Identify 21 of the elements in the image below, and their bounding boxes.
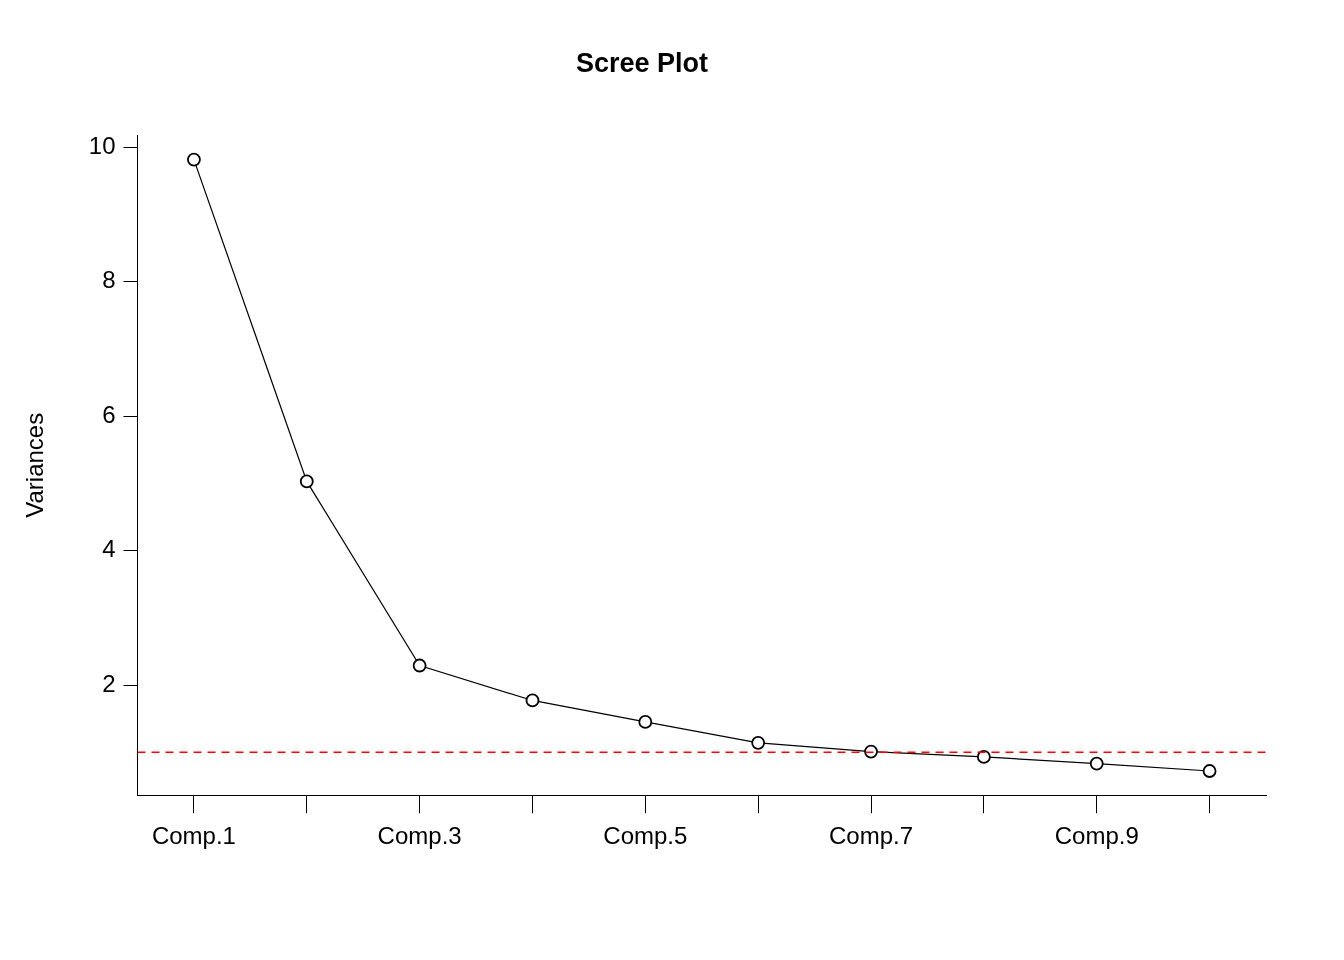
x-tick-label: Comp.3	[377, 822, 462, 850]
y-tick-label: 6	[102, 400, 116, 428]
y-tick-label: 8	[102, 266, 116, 294]
point	[412, 658, 427, 673]
y-tick-label: 4	[102, 535, 116, 563]
x-tick-label: Comp.9	[1054, 822, 1139, 850]
chart-title: Scree Plot	[575, 47, 709, 78]
y-tick-label: 2	[102, 669, 116, 697]
point	[976, 750, 991, 764]
point	[1202, 764, 1217, 778]
point	[1089, 756, 1104, 771]
y-tick-label: 10	[88, 132, 116, 160]
point	[299, 474, 314, 489]
x-tick-label: Comp.5	[603, 822, 688, 850]
x-tick-label: Comp.1	[151, 822, 236, 850]
y-axis-title: Variances	[21, 412, 49, 518]
point	[187, 152, 201, 167]
point	[638, 715, 653, 729]
x-tick-label: Comp.7	[829, 822, 914, 850]
point	[525, 693, 540, 708]
point	[751, 735, 766, 750]
